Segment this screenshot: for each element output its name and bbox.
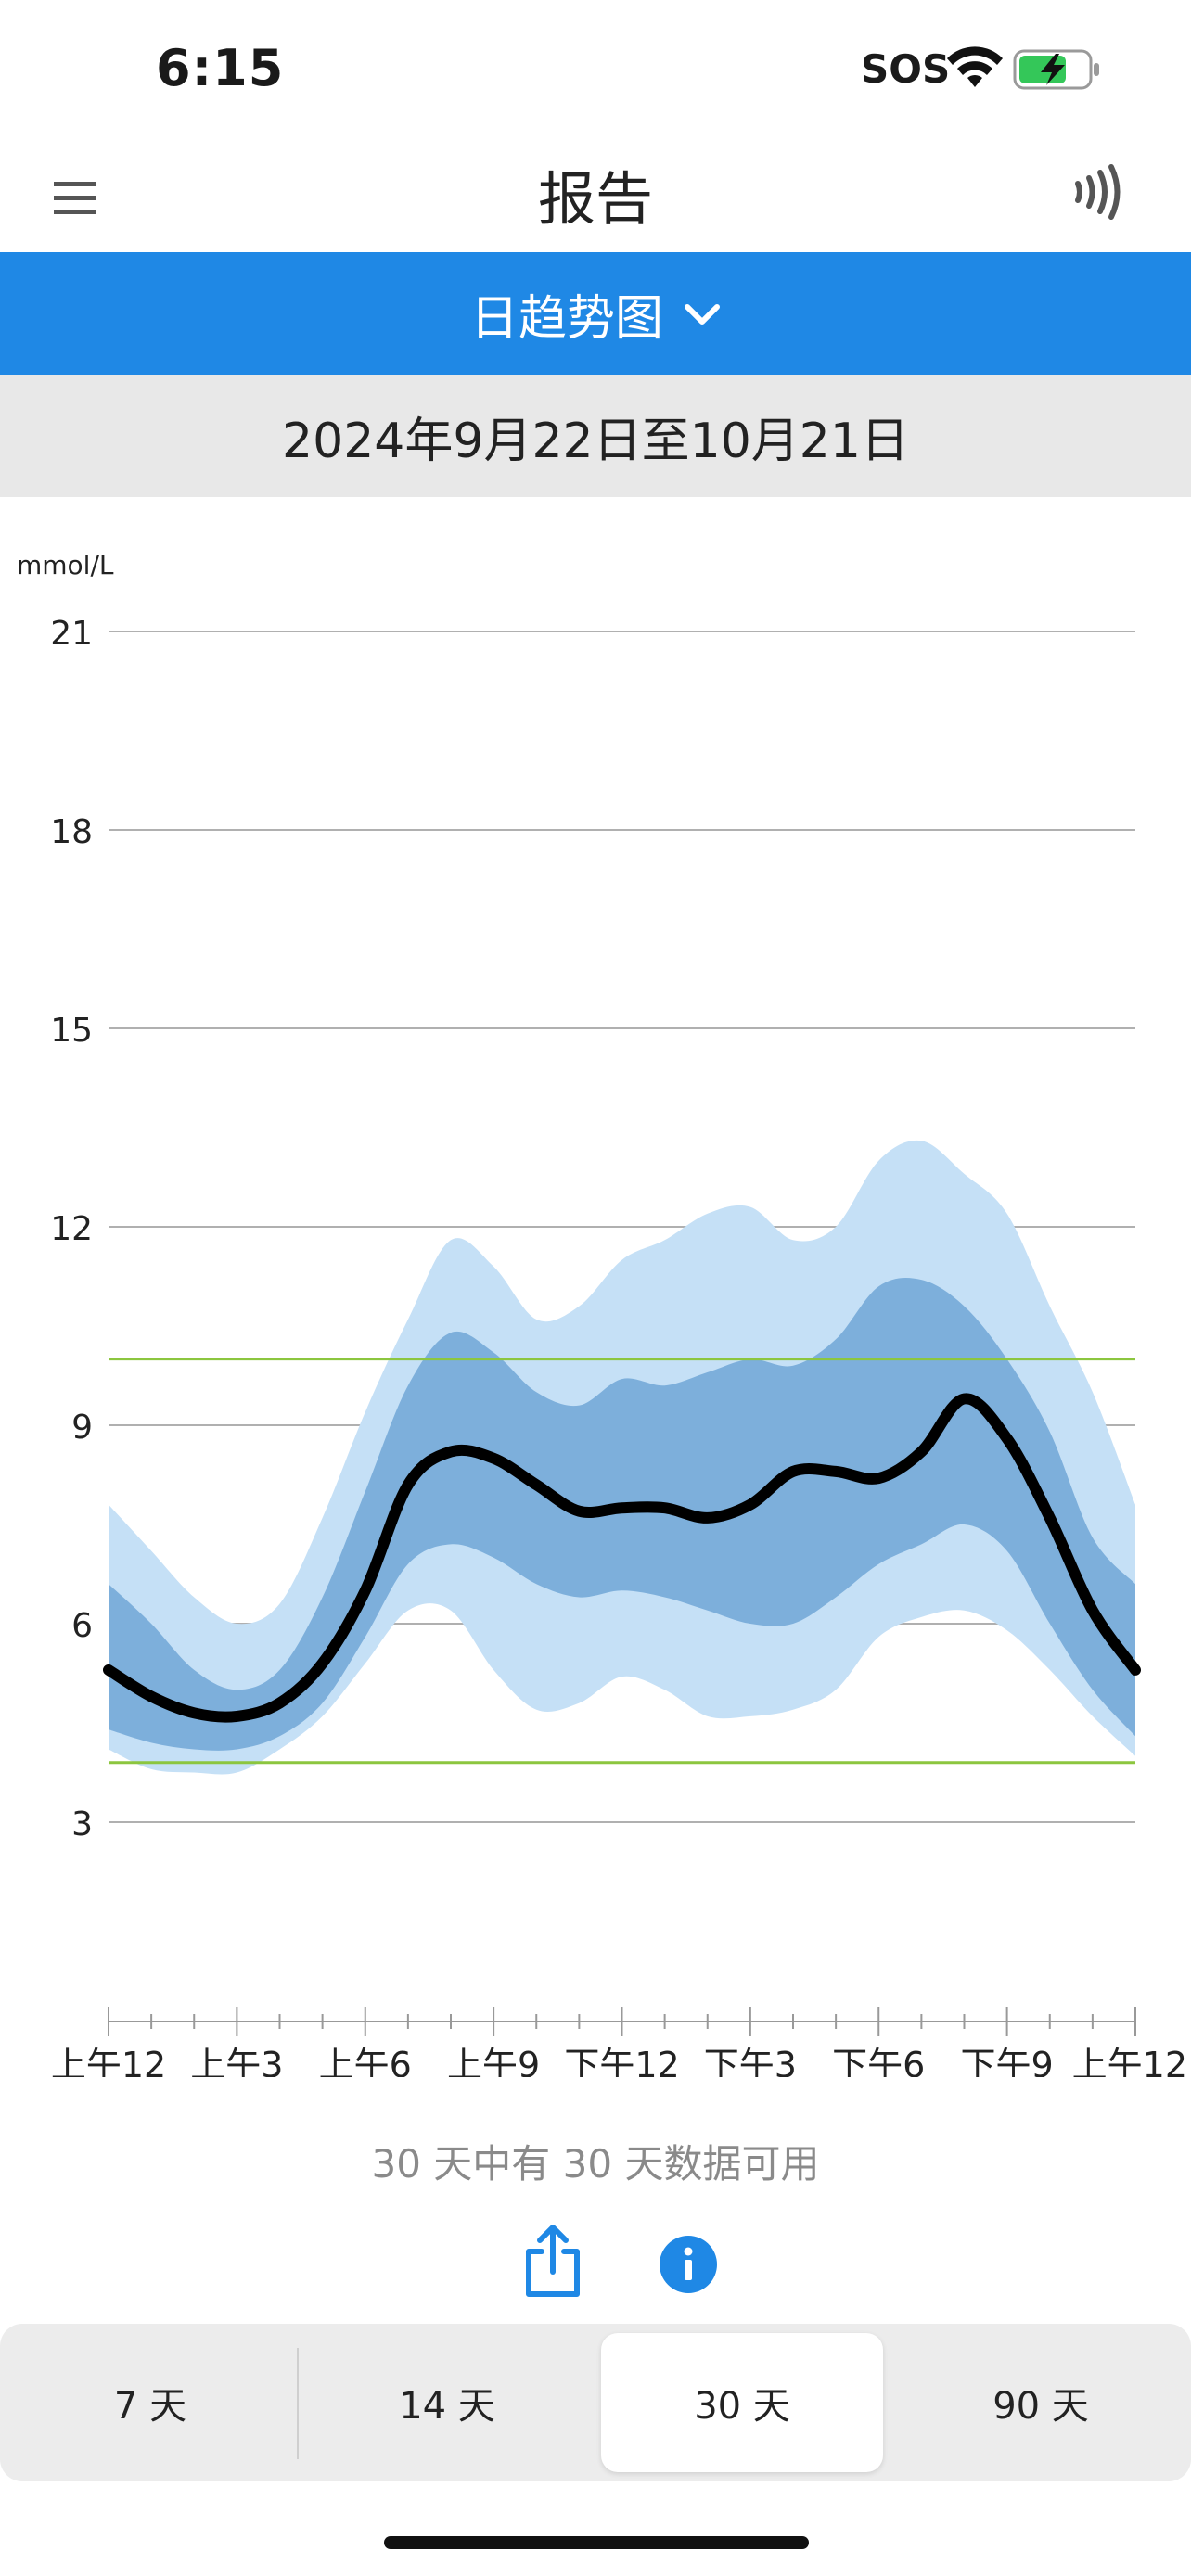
x-tick-label: 上午3	[190, 2045, 283, 2077]
status-sos: SOS	[861, 46, 951, 92]
period-tab-label: 14 天	[399, 2385, 495, 2428]
page-title: 报告	[537, 165, 653, 233]
x-tick-label: 下午12	[564, 2045, 679, 2077]
period-segmented-control: 7 天 14 天 30 天 90 天	[0, 2324, 1191, 2481]
y-tick-label: 3	[71, 1805, 93, 1843]
wifi-icon	[947, 46, 1003, 87]
share-icon[interactable]	[523, 2224, 583, 2298]
home-indicator	[384, 2536, 809, 2549]
x-tick-label: 上午12	[1072, 2045, 1187, 2077]
inner-percentile-band	[109, 1277, 1135, 1751]
daily-pattern-chart: mmol/L 21 18 15 12 9 6 3 上午12 上午3 上午6 上午9 下午12 下午3 下午6…	[0, 501, 1191, 2077]
y-tick-label: 9	[71, 1409, 93, 1447]
report-type-selector[interactable]: 日趋势图	[0, 252, 1191, 375]
period-tab-7[interactable]: 7 天	[9, 2333, 291, 2472]
nav-bar: 报告	[0, 139, 1191, 252]
period-tab-14[interactable]: 14 天	[306, 2333, 588, 2472]
nfc-scan-icon[interactable]	[1067, 159, 1132, 224]
x-tick-label: 下午9	[961, 2045, 1054, 2077]
date-range-label: 2024年9月22日至10月21日	[282, 413, 909, 469]
chevron-down-icon	[685, 304, 720, 325]
chart-svg: mmol/L 21 18 15 12 9 6 3 上午12 上午3 上午6 上午9 下午12 下午3 下午6…	[17, 550, 1187, 2077]
y-tick-label: 6	[71, 1607, 93, 1645]
data-availability-text: 30 天中有 30 天数据可用	[371, 2141, 820, 2187]
tab-divider	[297, 2348, 299, 2459]
median-line	[103, 1393, 1141, 1723]
y-tick-label: 18	[50, 813, 93, 851]
status-time: 6:15	[156, 39, 285, 97]
x-tick-label: 上午6	[319, 2045, 412, 2077]
x-tick-label: 下午3	[704, 2045, 797, 2077]
period-tab-label: 90 天	[992, 2385, 1089, 2428]
period-tab-30[interactable]: 30 天	[601, 2333, 883, 2472]
period-tab-label: 30 天	[694, 2385, 790, 2428]
battery-charging-icon	[1013, 49, 1099, 90]
status-bar: 6:15 SOS	[0, 0, 1191, 139]
period-tab-90[interactable]: 90 天	[900, 2333, 1182, 2472]
hamburger-menu-icon[interactable]	[52, 176, 100, 221]
x-tick-label: 上午9	[447, 2045, 540, 2077]
x-tick-label: 上午12	[51, 2045, 166, 2077]
date-range: 2024年9月22日至10月21日	[0, 375, 1191, 497]
period-tab-label: 7 天	[113, 2385, 187, 2428]
report-type-label: 日趋势图	[469, 290, 663, 347]
y-tick-label: 12	[50, 1210, 93, 1248]
x-tick-label: 下午6	[832, 2045, 925, 2077]
y-axis-unit-label: mmol/L	[17, 550, 114, 580]
y-tick-label: 21	[50, 615, 93, 653]
info-icon[interactable]	[659, 2235, 718, 2294]
y-tick-label: 15	[50, 1012, 93, 1050]
